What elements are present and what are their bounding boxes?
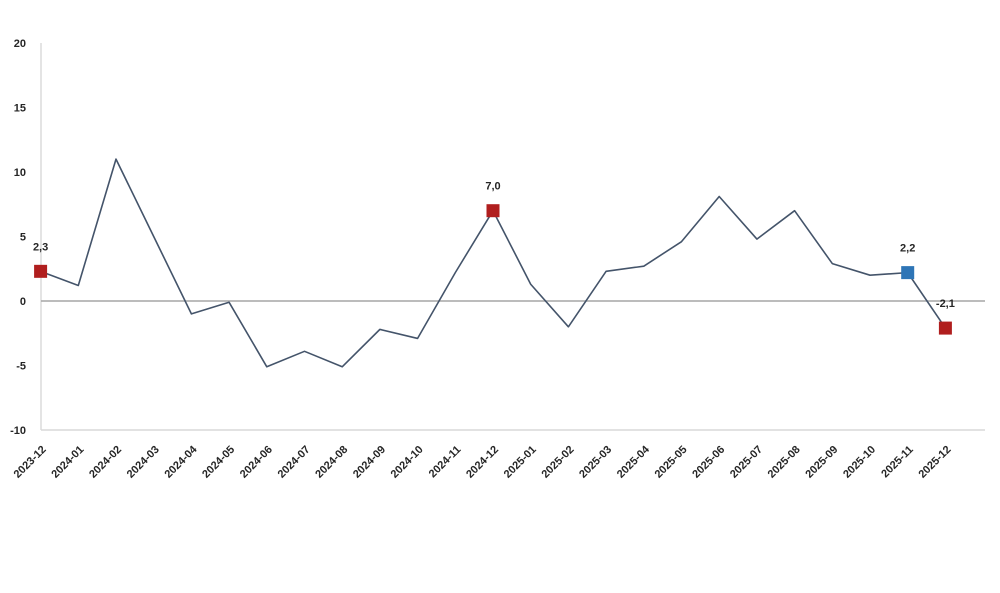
x-tick-label: 2024-10 [389, 444, 426, 481]
x-tick-label: 2025-07 [728, 444, 765, 481]
x-tick-label: 2025-09 [803, 444, 840, 481]
x-tick-label: 2025-06 [690, 444, 727, 481]
x-tick-label: 2024-01 [49, 444, 86, 481]
y-tick-label: 0 [20, 296, 26, 308]
x-tick-label: 2024-11 [427, 444, 464, 481]
x-tick-label: 2025-01 [502, 444, 539, 481]
data-label-2025-11: 2,2 [900, 243, 915, 255]
data-label-2024-12: 7,0 [485, 181, 500, 193]
x-tick-label: 2024-02 [87, 444, 124, 481]
x-tick-label: 2024-09 [351, 444, 388, 481]
marker-2025-11 [901, 266, 915, 280]
x-tick-label: 2025-04 [615, 443, 653, 481]
y-tick-label: 20 [14, 38, 26, 50]
x-tick-label: 2025-10 [841, 444, 878, 481]
y-tick-label: 10 [14, 167, 26, 179]
x-tick-label: 2023-12 [12, 444, 49, 481]
x-tick-label: 2024-03 [125, 444, 162, 481]
marker-2024-12 [486, 204, 500, 218]
x-tick-label: 2025-12 [916, 444, 953, 481]
y-tick-label: -10 [10, 425, 26, 437]
x-tick-label: 2024-07 [276, 444, 313, 481]
x-tick-label: 2024-06 [238, 444, 275, 481]
marker-2025-12 [938, 321, 952, 335]
x-tick-label: 2025-11 [879, 444, 916, 481]
x-tick-label: 2024-04 [162, 443, 200, 481]
x-tick-label: 2025-03 [577, 444, 614, 481]
y-tick-label: 15 [14, 103, 26, 115]
marker-2023-12 [34, 264, 48, 278]
y-tick-label: 5 [20, 232, 26, 244]
data-label-2023-12: 2,3 [33, 241, 48, 253]
y-tick-label: -5 [16, 361, 26, 373]
x-tick-label: 2024-05 [200, 444, 237, 481]
x-tick-label: 2025-05 [653, 444, 690, 481]
x-tick-label: 2024-12 [464, 444, 501, 481]
data-label-2025-12: -2,1 [936, 298, 955, 310]
x-tick-label: 2025-02 [539, 444, 576, 481]
x-tick-label: 2025-08 [766, 444, 803, 481]
x-tick-label: 2024-08 [313, 444, 350, 481]
